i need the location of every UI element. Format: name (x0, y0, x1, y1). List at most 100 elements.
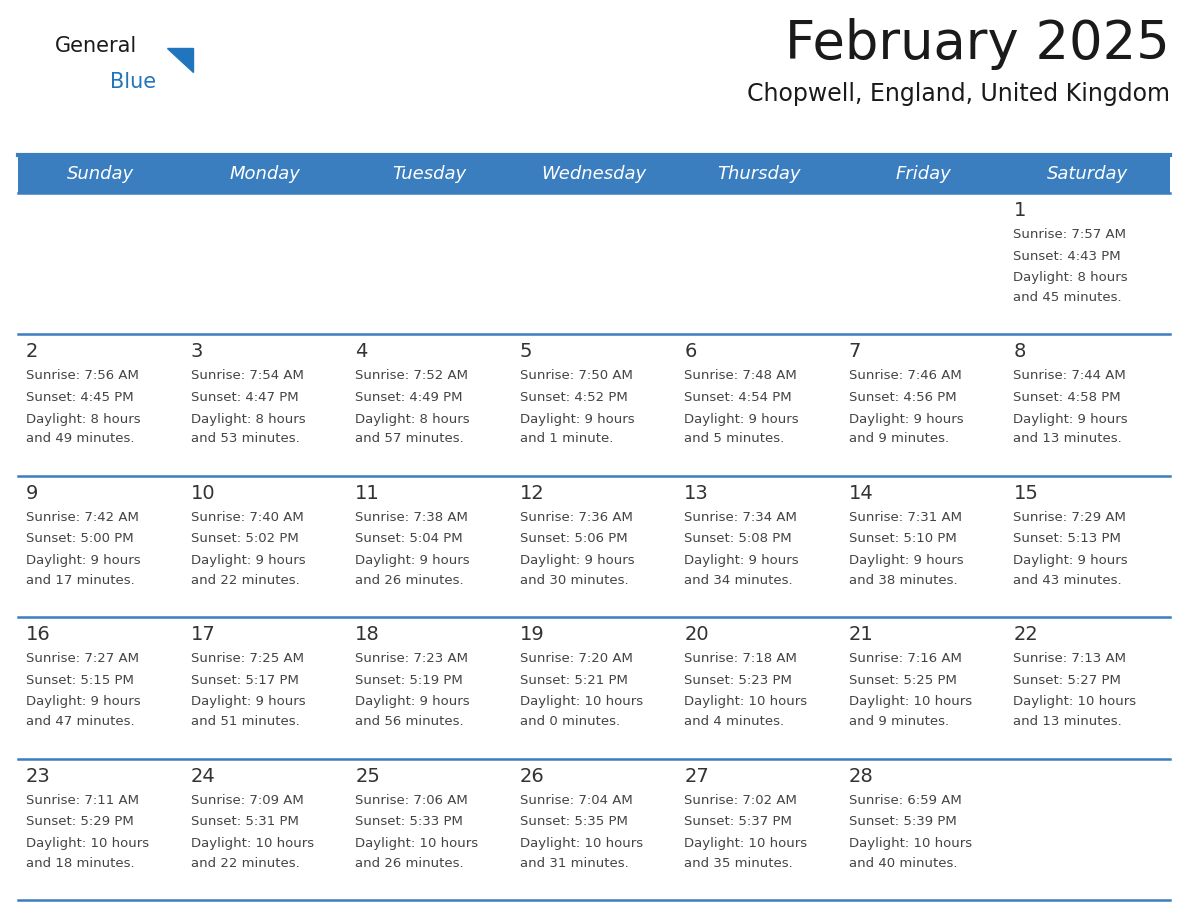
Text: Daylight: 9 hours: Daylight: 9 hours (849, 412, 963, 426)
Text: Sunset: 4:47 PM: Sunset: 4:47 PM (190, 391, 298, 404)
Bar (841, 193, 1005, 334)
Text: Sunrise: 7:38 AM: Sunrise: 7:38 AM (355, 510, 468, 524)
Text: Daylight: 8 hours: Daylight: 8 hours (190, 412, 305, 426)
Text: Daylight: 10 hours: Daylight: 10 hours (26, 837, 150, 850)
Text: 15: 15 (1013, 484, 1038, 503)
Bar (18, 617, 183, 758)
Text: Sunrise: 7:57 AM: Sunrise: 7:57 AM (1013, 228, 1126, 241)
Bar (512, 617, 676, 758)
Text: Daylight: 8 hours: Daylight: 8 hours (355, 412, 469, 426)
Text: Sunset: 5:37 PM: Sunset: 5:37 PM (684, 815, 792, 828)
Text: Daylight: 9 hours: Daylight: 9 hours (190, 696, 305, 709)
Text: Sunrise: 7:18 AM: Sunrise: 7:18 AM (684, 652, 797, 666)
Text: Sunset: 5:39 PM: Sunset: 5:39 PM (849, 815, 956, 828)
Text: and 26 minutes.: and 26 minutes. (355, 856, 463, 869)
Bar (18, 155, 1170, 193)
Text: and 40 minutes.: and 40 minutes. (849, 856, 958, 869)
Bar (512, 758, 676, 900)
Text: Sunset: 5:04 PM: Sunset: 5:04 PM (355, 532, 463, 545)
Text: Sunrise: 7:06 AM: Sunrise: 7:06 AM (355, 793, 468, 807)
Text: Daylight: 9 hours: Daylight: 9 hours (684, 412, 798, 426)
Text: Sunrise: 7:25 AM: Sunrise: 7:25 AM (190, 652, 304, 666)
Text: and 31 minutes.: and 31 minutes. (519, 856, 628, 869)
Bar (841, 476, 1005, 617)
Text: and 5 minutes.: and 5 minutes. (684, 432, 784, 445)
Text: Daylight: 9 hours: Daylight: 9 hours (26, 696, 140, 709)
Text: Sunset: 5:23 PM: Sunset: 5:23 PM (684, 674, 792, 687)
Text: Wednesday: Wednesday (542, 165, 646, 183)
Text: Sunset: 5:33 PM: Sunset: 5:33 PM (355, 815, 463, 828)
Text: Sunrise: 6:59 AM: Sunrise: 6:59 AM (849, 793, 961, 807)
Text: 8: 8 (1013, 342, 1025, 362)
Text: Daylight: 9 hours: Daylight: 9 hours (684, 554, 798, 567)
Text: Daylight: 9 hours: Daylight: 9 hours (355, 696, 469, 709)
Text: Sunset: 4:58 PM: Sunset: 4:58 PM (1013, 391, 1121, 404)
Text: and 53 minutes.: and 53 minutes. (190, 432, 299, 445)
Text: Daylight: 9 hours: Daylight: 9 hours (519, 554, 634, 567)
Text: 28: 28 (849, 767, 873, 786)
Text: Chopwell, England, United Kingdom: Chopwell, England, United Kingdom (747, 82, 1170, 106)
Text: 17: 17 (190, 625, 215, 644)
Text: Sunset: 5:02 PM: Sunset: 5:02 PM (190, 532, 298, 545)
Text: 10: 10 (190, 484, 215, 503)
Text: 5: 5 (519, 342, 532, 362)
Text: Sunrise: 7:04 AM: Sunrise: 7:04 AM (519, 793, 632, 807)
Text: 12: 12 (519, 484, 544, 503)
Text: and 9 minutes.: and 9 minutes. (849, 432, 949, 445)
Text: Sunset: 4:43 PM: Sunset: 4:43 PM (1013, 250, 1121, 263)
Text: Daylight: 10 hours: Daylight: 10 hours (190, 837, 314, 850)
Text: Sunset: 4:45 PM: Sunset: 4:45 PM (26, 391, 133, 404)
Text: and 22 minutes.: and 22 minutes. (190, 574, 299, 587)
Text: Daylight: 10 hours: Daylight: 10 hours (684, 837, 808, 850)
Text: and 45 minutes.: and 45 minutes. (1013, 291, 1121, 304)
Bar (676, 476, 841, 617)
Text: Daylight: 10 hours: Daylight: 10 hours (849, 837, 972, 850)
Text: Sunrise: 7:34 AM: Sunrise: 7:34 AM (684, 510, 797, 524)
Text: Sunrise: 7:40 AM: Sunrise: 7:40 AM (190, 510, 303, 524)
Text: Thursday: Thursday (716, 165, 801, 183)
Text: Sunrise: 7:09 AM: Sunrise: 7:09 AM (190, 793, 303, 807)
Text: Sunset: 5:06 PM: Sunset: 5:06 PM (519, 532, 627, 545)
Text: Sunset: 5:10 PM: Sunset: 5:10 PM (849, 532, 956, 545)
Text: Sunrise: 7:50 AM: Sunrise: 7:50 AM (519, 369, 632, 383)
Text: Daylight: 10 hours: Daylight: 10 hours (1013, 696, 1137, 709)
Text: Daylight: 10 hours: Daylight: 10 hours (519, 696, 643, 709)
Text: 14: 14 (849, 484, 873, 503)
Bar (1005, 476, 1170, 617)
Text: Daylight: 8 hours: Daylight: 8 hours (26, 412, 140, 426)
Text: and 22 minutes.: and 22 minutes. (190, 856, 299, 869)
Bar (183, 334, 347, 476)
Text: General: General (55, 36, 138, 56)
Bar (347, 334, 512, 476)
Bar (676, 758, 841, 900)
Text: 23: 23 (26, 767, 51, 786)
Bar (1005, 334, 1170, 476)
Text: and 9 minutes.: and 9 minutes. (849, 715, 949, 728)
Text: 16: 16 (26, 625, 51, 644)
Bar (183, 476, 347, 617)
Text: 25: 25 (355, 767, 380, 786)
Text: Sunrise: 7:46 AM: Sunrise: 7:46 AM (849, 369, 961, 383)
Bar (18, 476, 183, 617)
Text: 20: 20 (684, 625, 709, 644)
Text: Daylight: 10 hours: Daylight: 10 hours (355, 837, 479, 850)
Text: and 30 minutes.: and 30 minutes. (519, 574, 628, 587)
Text: Sunrise: 7:52 AM: Sunrise: 7:52 AM (355, 369, 468, 383)
Text: Sunrise: 7:36 AM: Sunrise: 7:36 AM (519, 510, 632, 524)
Text: and 34 minutes.: and 34 minutes. (684, 574, 792, 587)
Text: Daylight: 10 hours: Daylight: 10 hours (684, 696, 808, 709)
Bar (347, 617, 512, 758)
Text: and 13 minutes.: and 13 minutes. (1013, 432, 1123, 445)
Text: Sunrise: 7:13 AM: Sunrise: 7:13 AM (1013, 652, 1126, 666)
Text: 7: 7 (849, 342, 861, 362)
Bar (841, 334, 1005, 476)
Text: Sunset: 5:29 PM: Sunset: 5:29 PM (26, 815, 134, 828)
Text: 4: 4 (355, 342, 367, 362)
Bar (512, 193, 676, 334)
Text: Sunrise: 7:02 AM: Sunrise: 7:02 AM (684, 793, 797, 807)
Text: February 2025: February 2025 (785, 18, 1170, 70)
Text: 6: 6 (684, 342, 696, 362)
Text: 2: 2 (26, 342, 38, 362)
Text: Sunset: 5:17 PM: Sunset: 5:17 PM (190, 674, 298, 687)
Text: Tuesday: Tuesday (392, 165, 467, 183)
